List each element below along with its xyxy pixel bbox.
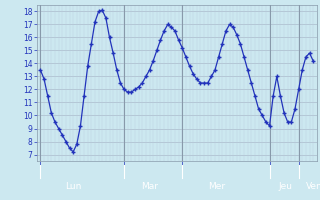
Text: Jeu: Jeu	[278, 182, 292, 191]
Text: Mar: Mar	[141, 182, 158, 191]
Text: Ven: Ven	[306, 182, 320, 191]
Text: Lun: Lun	[66, 182, 82, 191]
Text: Mer: Mer	[208, 182, 226, 191]
